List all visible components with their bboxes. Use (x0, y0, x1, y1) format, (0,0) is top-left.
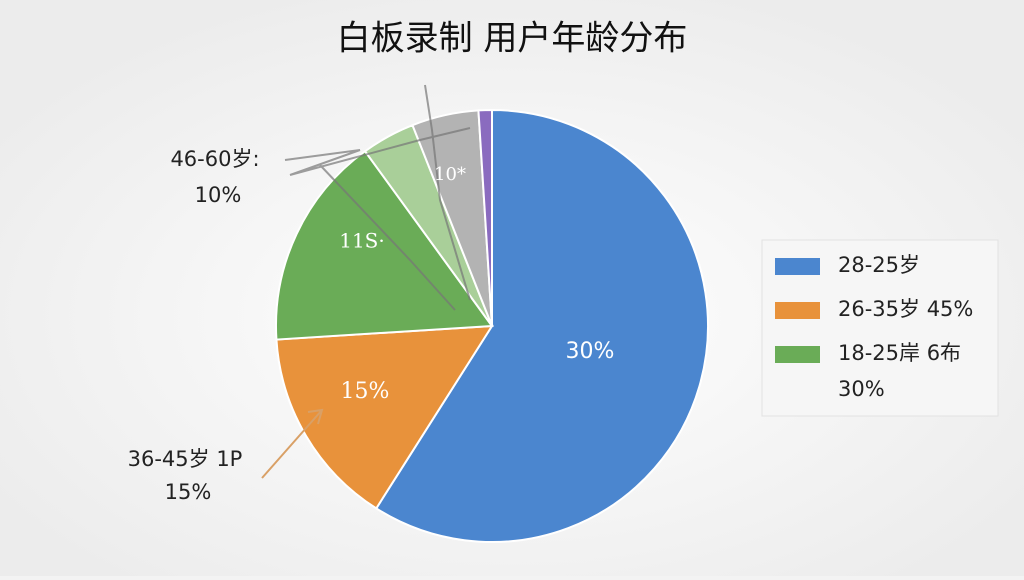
pie-slice (374, 108, 709, 543)
callout-text: 46-60岁: (170, 147, 259, 171)
scribble (284, 127, 471, 176)
callout-text: 15% (165, 480, 212, 504)
legend-swatch (775, 346, 820, 363)
arrow (261, 408, 324, 479)
legend-swatch (775, 258, 820, 275)
pie (275, 108, 709, 543)
slice-label: 15% (341, 379, 390, 404)
legend-label: 30% (838, 377, 885, 401)
legend-label: 18-25岸 6布 (838, 341, 961, 365)
callout-text: 36-45岁 1P (128, 447, 243, 471)
scribble (424, 84, 471, 301)
slice-label: 11S· (339, 229, 385, 253)
legend-label: 26-35岁 45% (838, 297, 973, 321)
legend-label: 28-25岁 (838, 253, 920, 277)
slice-label: 30% (566, 339, 615, 364)
legend-swatch (775, 302, 820, 319)
pie-slice (275, 324, 494, 510)
scribbles (284, 84, 471, 311)
slice-label: 10* (434, 164, 466, 185)
chart-title: 白板录制 用户年龄分布 (337, 19, 688, 59)
pie-slice (477, 108, 493, 327)
callout-text: 10% (195, 183, 242, 207)
scribble (319, 164, 456, 311)
